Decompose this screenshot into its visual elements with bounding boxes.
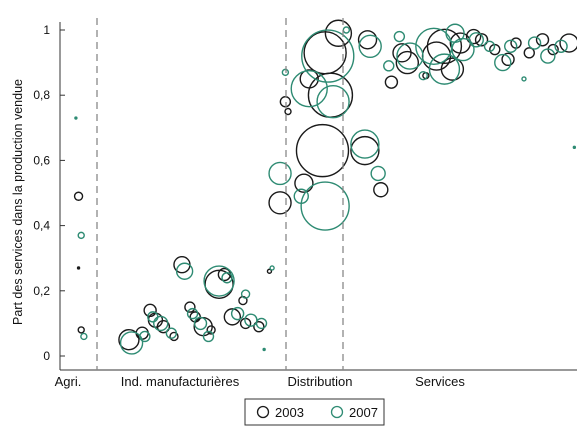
bubble-2007 [527, 36, 542, 50]
y-tick-label: 1 [43, 23, 50, 37]
bubble-2003 [223, 308, 242, 326]
bubble-2007 [468, 32, 484, 48]
bubble-2007 [77, 231, 85, 240]
bubble-2007 [383, 60, 395, 72]
bubble-2007 [230, 306, 245, 321]
y-tick-label: 0,4 [33, 219, 50, 233]
y-axis-label: Part des services dans la production ven… [11, 79, 25, 325]
bubble-2003 [268, 191, 292, 215]
bubble-2007 [393, 30, 406, 43]
bubble-2007 [358, 34, 382, 58]
bubble-2007 [504, 39, 518, 53]
bubble-2007 [521, 76, 527, 82]
bubble-2007 [165, 327, 178, 339]
bubble-2007 [119, 331, 144, 355]
bubble-2003 [295, 123, 350, 178]
bubble-2007 [262, 347, 266, 352]
bubble-2007 [139, 330, 151, 343]
bubble-2003 [535, 33, 550, 47]
bubble-2007 [350, 129, 380, 159]
bubble-2003 [357, 30, 378, 50]
legend: 2003 2007 [244, 398, 385, 426]
bubble-2007 [572, 145, 577, 150]
y-tick-label: 0,6 [33, 153, 50, 167]
y-tick-label: 0,8 [33, 88, 50, 102]
bubble-2007 [268, 161, 292, 186]
bubble-2003 [294, 173, 314, 193]
bubble-2007 [540, 48, 556, 64]
bubble-2007 [202, 330, 215, 343]
bubble-2007 [342, 26, 351, 34]
bubble-2007 [316, 85, 350, 119]
bubble-2007 [255, 317, 268, 330]
bubble-2007 [494, 53, 512, 72]
bubble-2007 [80, 332, 88, 341]
bubble-2007 [193, 316, 208, 331]
bubble-2003 [156, 319, 171, 334]
axis-layer: 0 0,2 0,4 0,6 0,8 1 Agri. Ind. manufacturières D… [33, 18, 577, 389]
bubble-2003 [426, 28, 463, 64]
bubble-2007 [153, 315, 169, 332]
legend-label-2003: 2003 [275, 405, 304, 420]
bubble-2007 [175, 262, 194, 280]
bubble-2007 [418, 70, 428, 81]
bubble-2003 [474, 33, 489, 47]
bubble-2003 [465, 28, 482, 45]
bubble-2003 [77, 326, 85, 334]
category-label: Services [415, 374, 465, 389]
bubble-2007 [483, 40, 496, 52]
bubble-2007 [428, 53, 461, 85]
category-label: Agri. [55, 374, 82, 389]
bubble-2007 [396, 42, 424, 70]
bubble-2003 [73, 191, 84, 201]
bubble-2003 [76, 266, 81, 270]
bubble-2007 [554, 39, 568, 53]
bubble-2003 [303, 31, 347, 75]
bubble-2007 [301, 29, 355, 83]
bubble-2007 [269, 265, 275, 271]
bubble-2003 [284, 107, 292, 116]
bubble-2007 [290, 69, 328, 108]
y-tick-label: 0,2 [33, 284, 50, 298]
bubble-2007 [240, 289, 251, 299]
bubble-2003 [559, 33, 577, 53]
category-label: Distribution [287, 374, 352, 389]
legend-marker-2003 [256, 405, 270, 419]
bubble-2003 [253, 320, 265, 333]
bubble-2003 [350, 135, 380, 166]
bubble-2007 [451, 37, 475, 62]
category-label: Ind. manufacturières [121, 374, 240, 389]
bubble-2003 [206, 325, 216, 335]
bubble-2003 [118, 329, 140, 351]
bubble-2007 [203, 265, 235, 297]
legend-label-2007: 2007 [349, 405, 378, 420]
bubble-2003 [324, 19, 353, 47]
bubble-2007 [370, 165, 386, 182]
bubble-2007 [300, 181, 350, 231]
bubble-2003 [169, 331, 179, 342]
bubbles-layer [73, 19, 577, 355]
bubble-2003 [184, 301, 196, 313]
bubble-2003 [501, 52, 515, 67]
bubble-2003 [523, 47, 535, 59]
legend-marker-2007 [330, 405, 344, 419]
bubble-2003 [395, 50, 420, 75]
bubble-2007 [74, 116, 78, 120]
bubble-2003 [384, 75, 399, 89]
bubble-2007 [186, 307, 199, 320]
bubble-2003 [147, 312, 164, 328]
bubble-2003 [373, 182, 389, 198]
bubble-2003 [266, 268, 273, 274]
bubble-2003 [440, 57, 465, 81]
bubble-2007 [221, 272, 233, 284]
y-tick-label: 0 [43, 349, 50, 363]
